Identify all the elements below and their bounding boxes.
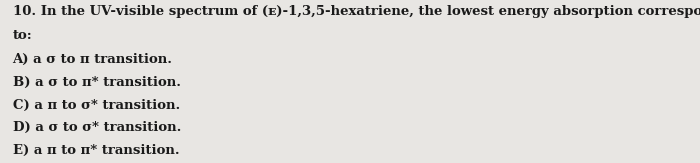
Text: to:: to: <box>13 29 32 42</box>
Text: 10. In the UV-visible spectrum of (ᴇ)-1,3,5-hexatriene, the lowest energy absorp: 10. In the UV-visible spectrum of (ᴇ)-1,… <box>13 5 700 18</box>
Text: C) a π to σ* transition.: C) a π to σ* transition. <box>13 99 180 112</box>
Text: E) a π to π* transition.: E) a π to π* transition. <box>13 144 179 157</box>
Text: D) a σ to σ* transition.: D) a σ to σ* transition. <box>13 121 181 134</box>
Text: B) a σ to π* transition.: B) a σ to π* transition. <box>13 76 181 89</box>
Text: A) a σ to π transition.: A) a σ to π transition. <box>13 53 173 66</box>
